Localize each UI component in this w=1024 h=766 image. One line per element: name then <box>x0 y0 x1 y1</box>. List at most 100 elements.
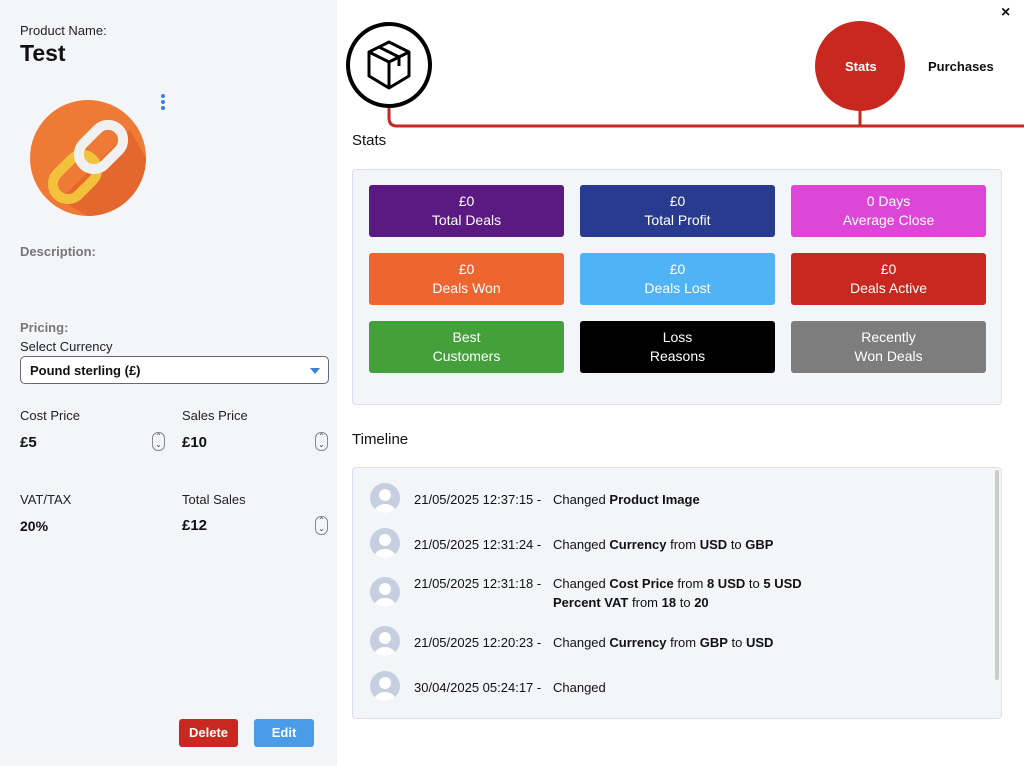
stat-text: 0 Days <box>866 193 911 209</box>
stat-text: Total Deals <box>431 212 502 228</box>
stat-tile[interactable]: Loss Reasons <box>580 321 775 373</box>
description-label: Description: <box>20 244 96 259</box>
entry-text: Changed <box>553 576 606 591</box>
entry-text: from <box>670 635 697 650</box>
stat-text: Average Close <box>842 212 935 228</box>
timeline-entry: 21/05/2025 12:31:18 - Changed Cost Price fr… <box>414 576 805 591</box>
entry-text: from <box>670 537 697 552</box>
avatar <box>370 483 400 513</box>
entry-text: 18 <box>661 595 677 610</box>
avatar <box>370 626 400 656</box>
stat-text: Deals Active <box>849 280 928 296</box>
stat-text: Won Deals <box>854 348 923 364</box>
edit-button[interactable]: Edit <box>254 719 314 747</box>
entry-text: USD <box>699 537 728 552</box>
timeline-entry: 21/05/2025 12:37:15 - Changed Product Imag… <box>414 492 703 507</box>
entry-text: from <box>677 576 704 591</box>
description-input[interactable] <box>20 262 330 300</box>
entry-text: Cost Price <box>609 576 674 591</box>
stat-tile[interactable]: £0 Total Profit <box>580 185 775 237</box>
entry-text: Changed <box>553 680 606 695</box>
timestamp: 21/05/2025 12:31:18 - <box>414 576 542 591</box>
entry-text: Percent VAT <box>553 595 629 610</box>
entry-text: 8 USD <box>706 576 746 591</box>
entry-text: 5 USD <box>763 576 802 591</box>
purchases-tab[interactable]: Purchases <box>928 59 994 74</box>
entry-text: Currency <box>609 635 667 650</box>
stats-panel: £0 Total Deals £0 Total Profit 0 Days Average… <box>352 169 1002 405</box>
total-sales-label: Total Sales <box>182 492 246 507</box>
delete-button[interactable]: Delete <box>179 719 238 747</box>
entry-text: Product Image <box>609 492 700 507</box>
entry-text: Changed <box>553 492 606 507</box>
spinner[interactable]: ⌃ ⌄ <box>152 432 165 451</box>
stat-text: Reasons <box>649 348 706 364</box>
timestamp <box>414 595 553 610</box>
timestamp: 21/05/2025 12:20:23 - <box>414 635 542 650</box>
timestamp: 30/04/2025 05:24:17 - <box>414 680 542 695</box>
stat-text: Deals Lost <box>644 280 711 296</box>
entry-text: to <box>679 595 691 610</box>
avatar <box>370 577 400 607</box>
timestamp: 21/05/2025 12:37:15 - <box>414 492 542 507</box>
timeline-entry: Percent VAT from 18 to 20 <box>414 595 712 610</box>
entry-text: GBP <box>745 537 774 552</box>
currency-value: Pound sterling (£) <box>30 363 141 378</box>
sales-price-label: Sales Price <box>182 408 248 423</box>
stat-tile[interactable]: Best Customers <box>369 321 564 373</box>
avatar <box>370 528 400 558</box>
stat-tile[interactable]: £0 Total Deals <box>369 185 564 237</box>
stat-tile[interactable]: £0 Deals Lost <box>580 253 775 305</box>
stat-text: Loss <box>662 329 693 345</box>
stats-title: Stats <box>352 132 387 149</box>
entry-text: 20 <box>694 595 709 610</box>
currency-select[interactable]: Pound sterling (£) <box>20 356 329 384</box>
stat-tile[interactable]: Recently Won Deals <box>791 321 986 373</box>
timeline-title: Timeline <box>352 431 409 448</box>
entry-text: GBP <box>699 635 728 650</box>
sales-price: £10 <box>182 434 208 451</box>
stat-text: £0 <box>458 193 475 209</box>
vat: 20% <box>20 518 49 534</box>
stat-text: £0 <box>669 261 686 277</box>
entry-text: USD <box>746 635 774 650</box>
timeline-entry: 21/05/2025 12:20:23 - Changed Currency from… <box>414 635 777 650</box>
spinner[interactable]: ⌃ ⌄ <box>315 516 328 535</box>
stat-text: £0 <box>669 193 686 209</box>
name-label: Product Name: <box>20 23 107 38</box>
stat-tile[interactable]: £0 Deals Won <box>369 253 564 305</box>
total-sales: £12 <box>182 517 208 534</box>
timeline-entry: 30/04/2025 05:24:17 - Changed <box>414 680 609 695</box>
stat-text: Total Profit <box>644 212 711 228</box>
close-button[interactable]: × <box>1001 4 1011 21</box>
stat-text: Best <box>452 329 481 345</box>
dropdown-arrow <box>310 368 320 374</box>
avatar <box>370 671 400 701</box>
entry-text: from <box>632 595 658 610</box>
header-graphic <box>346 21 1024 128</box>
timestamp: 21/05/2025 12:31:24 - <box>414 537 542 552</box>
stat-text: £0 <box>880 261 897 277</box>
stat-text: £0 <box>458 261 475 277</box>
product-panel: Product Name: Test Description: Pricing:… <box>0 0 337 766</box>
stat-text: Recently <box>861 329 916 345</box>
spinner[interactable]: ⌃ ⌄ <box>315 432 328 451</box>
timeline-panel: 21/05/2025 12:37:15 - Changed Product Imag… <box>352 467 1002 719</box>
stat-tile[interactable]: £0 Deals Active <box>791 253 986 305</box>
scrollbar[interactable] <box>995 470 999 680</box>
timeline-entry: 21/05/2025 12:31:24 - Changed Currency from… <box>414 537 777 552</box>
pricing-label: Pricing: <box>20 320 69 335</box>
stats-tab[interactable]: Stats <box>845 59 877 74</box>
stat-tile[interactable]: 0 Days Average Close <box>791 185 986 237</box>
stat-text: Customers <box>432 348 501 364</box>
vat-label: VAT/TAX <box>20 492 72 507</box>
entry-text: to <box>731 635 743 650</box>
entry-text: to <box>748 576 760 591</box>
entry-text: Changed <box>553 537 606 552</box>
product-name: Test <box>20 40 66 66</box>
entry-text: Changed <box>553 635 606 650</box>
currency-label: Select Currency <box>20 339 113 354</box>
entry-text: Currency <box>609 537 667 552</box>
entry-text: to <box>730 537 742 552</box>
